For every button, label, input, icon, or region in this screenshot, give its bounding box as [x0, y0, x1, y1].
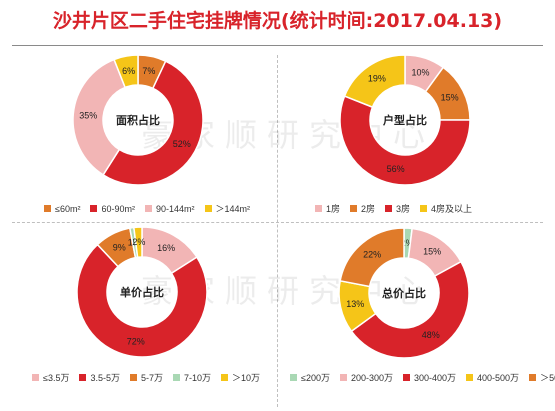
- slice-percent-label: 72%: [127, 337, 145, 347]
- legend-swatch: [403, 374, 410, 381]
- legend-item: ≤3.5万: [32, 371, 69, 384]
- legend-item: ＞144m²: [204, 202, 251, 215]
- slice-percent-label: 56%: [387, 164, 405, 174]
- donut-center-title: 户型占比: [383, 113, 427, 127]
- legend-item: 7-10万: [172, 371, 211, 384]
- unit-price-legend: ≤3.5万 3.5-5万 5-7万 7-10万 ＞10万: [32, 371, 260, 384]
- donut-slice: [350, 260, 470, 359]
- legend-swatch: [339, 374, 347, 381]
- legend-item: 1房: [315, 202, 340, 215]
- slice-percent-label: 15%: [423, 247, 441, 257]
- legend-swatch: [144, 205, 152, 212]
- slice-percent-label: 7%: [142, 66, 155, 76]
- legend-label: ≤60m²: [55, 203, 81, 214]
- slice-percent-label: 6%: [122, 66, 135, 76]
- legend-swatch: [129, 374, 137, 381]
- legend-item: ≤200万: [290, 371, 330, 384]
- donut-slice: [102, 60, 204, 186]
- slice-percent-label: 22%: [363, 250, 381, 260]
- slice-percent-label: 13%: [346, 299, 364, 309]
- legend-label: 1房: [326, 204, 341, 214]
- legend-item: 2房: [350, 202, 375, 215]
- slice-percent-label: 48%: [422, 330, 440, 340]
- legend-label: 300-400万: [414, 373, 457, 383]
- donut-slice: [343, 54, 406, 109]
- page-title: 沙井片区二手住宅挂牌情况(统计时间:2017.04.13): [52, 10, 503, 32]
- legend-swatch: [315, 205, 322, 212]
- legend-item: 90-144m²: [144, 202, 195, 215]
- donut-slice: [72, 58, 127, 176]
- legend-swatch: [204, 205, 212, 212]
- legend-swatch: [529, 374, 537, 381]
- area-legend: ≤60m² 60-90m² 90-144m² ＞144m²: [44, 202, 250, 215]
- legend-label: 2房: [361, 204, 376, 214]
- slice-percent-label: 15%: [441, 92, 459, 102]
- legend-swatch: [290, 374, 297, 381]
- legend-label: ＞10万: [232, 373, 261, 383]
- layout-legend: 1房 2房 3房 4房及以上: [315, 202, 472, 215]
- legend-label: ＞144m²: [215, 204, 251, 214]
- area-share-donut: 7% 52% 35% 6% 面积占比: [72, 54, 204, 186]
- legend-swatch: [385, 205, 393, 212]
- slice-percent-label: 16%: [157, 243, 175, 253]
- legend-label: 5-7万: [140, 373, 163, 383]
- legend-swatch: [172, 374, 180, 381]
- legend-label: 7-10万: [183, 373, 211, 383]
- legend-item: 200-300万: [339, 371, 393, 384]
- legend-swatch: [32, 374, 39, 381]
- total-price-share-donut: 2% 15% 48% 13% 22% 总价占比: [338, 227, 470, 359]
- legend-label: ≤3.5万: [43, 373, 70, 383]
- unit-price-share-donut: 16% 72% 9% 1%2% 单价占比: [76, 226, 208, 358]
- legend-swatch: [221, 374, 228, 381]
- donut-slice: [76, 243, 208, 358]
- legend-label: 3.5-5万: [90, 373, 120, 383]
- slice-percent-label: 10%: [411, 67, 429, 77]
- donut-slice: [113, 54, 139, 89]
- legend-label: ＞500万: [540, 373, 555, 383]
- legend-label: 60-90m²: [101, 203, 135, 214]
- slice-percent-label: 1%: [128, 238, 141, 248]
- slice-percent-label: 19%: [368, 74, 386, 84]
- legend-label: 3房: [396, 204, 411, 214]
- legend-item: 3房: [385, 202, 410, 215]
- legend-item: ≤60m²: [44, 202, 80, 215]
- legend-swatch: [466, 374, 474, 381]
- legend-label: 90-144m²: [155, 203, 195, 214]
- vertical-divider: [277, 55, 278, 407]
- legend-item: ＞500万: [529, 371, 555, 384]
- slice-percent-label: 2%: [401, 238, 414, 248]
- title-rule: [12, 45, 543, 46]
- slice-percent-label: 2%: [132, 237, 145, 247]
- legend-item: 3.5-5万: [79, 371, 120, 384]
- donut-center-title: 面积占比: [116, 113, 160, 127]
- legend-label: 400-500万: [477, 373, 520, 383]
- donut-center-title: 单价占比: [120, 285, 164, 299]
- legend-label: ≤200万: [301, 373, 330, 383]
- horizontal-divider: [12, 222, 543, 223]
- legend-swatch: [420, 205, 428, 212]
- legend-item: 5-7万: [129, 371, 163, 384]
- legend-label: 4房及以上: [431, 204, 473, 214]
- legend-item: 300-400万: [403, 371, 456, 384]
- legend-swatch: [44, 205, 51, 212]
- donut-slice: [339, 95, 471, 186]
- donut-center-title: 总价占比: [382, 286, 426, 300]
- layout-share-donut: 10% 15% 56% 19% 户型占比: [339, 54, 471, 186]
- legend-item: 60-90m²: [90, 202, 135, 215]
- slice-percent-label: 35%: [79, 110, 97, 120]
- legend-swatch: [79, 374, 87, 381]
- legend-item: ＞10万: [221, 371, 260, 384]
- donut-slice: [339, 227, 405, 288]
- slice-percent-label: 52%: [173, 139, 191, 149]
- legend-swatch: [90, 205, 98, 212]
- donut-slice: [133, 226, 143, 259]
- legend-swatch: [350, 205, 358, 212]
- legend-item: 4房及以上: [420, 202, 472, 215]
- slice-percent-label: 9%: [113, 242, 126, 252]
- legend-label: 200-300万: [350, 373, 393, 383]
- total-price-legend: ≤200万 200-300万 300-400万 400-500万 ＞500万: [290, 371, 555, 384]
- legend-item: 400-500万: [466, 371, 519, 384]
